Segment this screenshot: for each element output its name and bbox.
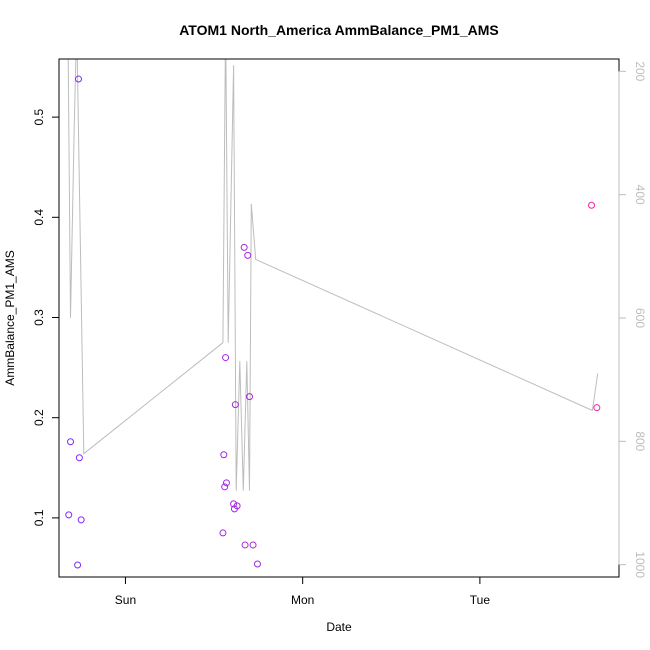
data-point <box>230 500 238 508</box>
line-layer <box>67 59 599 491</box>
y2-axis: 200 400 600 800 1000 <box>618 61 647 578</box>
data-point <box>75 454 83 462</box>
points-layer <box>65 75 601 569</box>
data-point <box>77 516 85 524</box>
data-point <box>220 451 228 459</box>
y-axis: 0.1 0.2 0.3 0.4 0.5 <box>32 108 60 526</box>
data-point <box>233 502 241 510</box>
data-point <box>246 393 254 401</box>
x-tick-label: Sun <box>115 593 136 607</box>
data-point <box>222 479 230 487</box>
data-point <box>74 561 82 569</box>
x-axis-label: Date <box>326 620 352 634</box>
data-point <box>231 401 239 409</box>
data-point <box>67 438 75 446</box>
y2-tick-label: 600 <box>633 308 647 328</box>
data-point <box>244 251 252 259</box>
data-point <box>222 354 230 362</box>
data-point <box>593 404 601 412</box>
y-tick-label: 0.5 <box>32 108 46 125</box>
y-tick-label: 0.1 <box>32 509 46 526</box>
data-point <box>65 511 73 519</box>
y2-tick-label: 800 <box>633 431 647 451</box>
data-point <box>588 201 596 209</box>
data-point <box>253 560 261 568</box>
x-axis: Sun Mon Tue <box>115 576 491 607</box>
y2-tick-label: 1000 <box>633 551 647 578</box>
chart-title: ATOM1 North_America AmmBalance_PM1_AMS <box>179 22 499 38</box>
data-point <box>221 483 229 491</box>
y-axis-label: AmmBalance_PM1_AMS <box>3 250 17 385</box>
x-tick-label: Tue <box>470 593 491 607</box>
series-line <box>67 59 599 491</box>
y-tick-label: 0.4 <box>32 209 46 226</box>
data-point <box>249 541 257 549</box>
data-point <box>240 243 248 251</box>
y-tick-label: 0.2 <box>32 409 46 426</box>
y2-tick-label: 200 <box>633 61 647 81</box>
y-tick-label: 0.3 <box>32 309 46 326</box>
y2-tick-label: 400 <box>633 185 647 205</box>
data-point <box>241 541 249 549</box>
data-point <box>219 529 227 537</box>
data-point <box>74 75 82 83</box>
x-tick-label: Mon <box>291 593 314 607</box>
plot-frame <box>58 58 620 578</box>
